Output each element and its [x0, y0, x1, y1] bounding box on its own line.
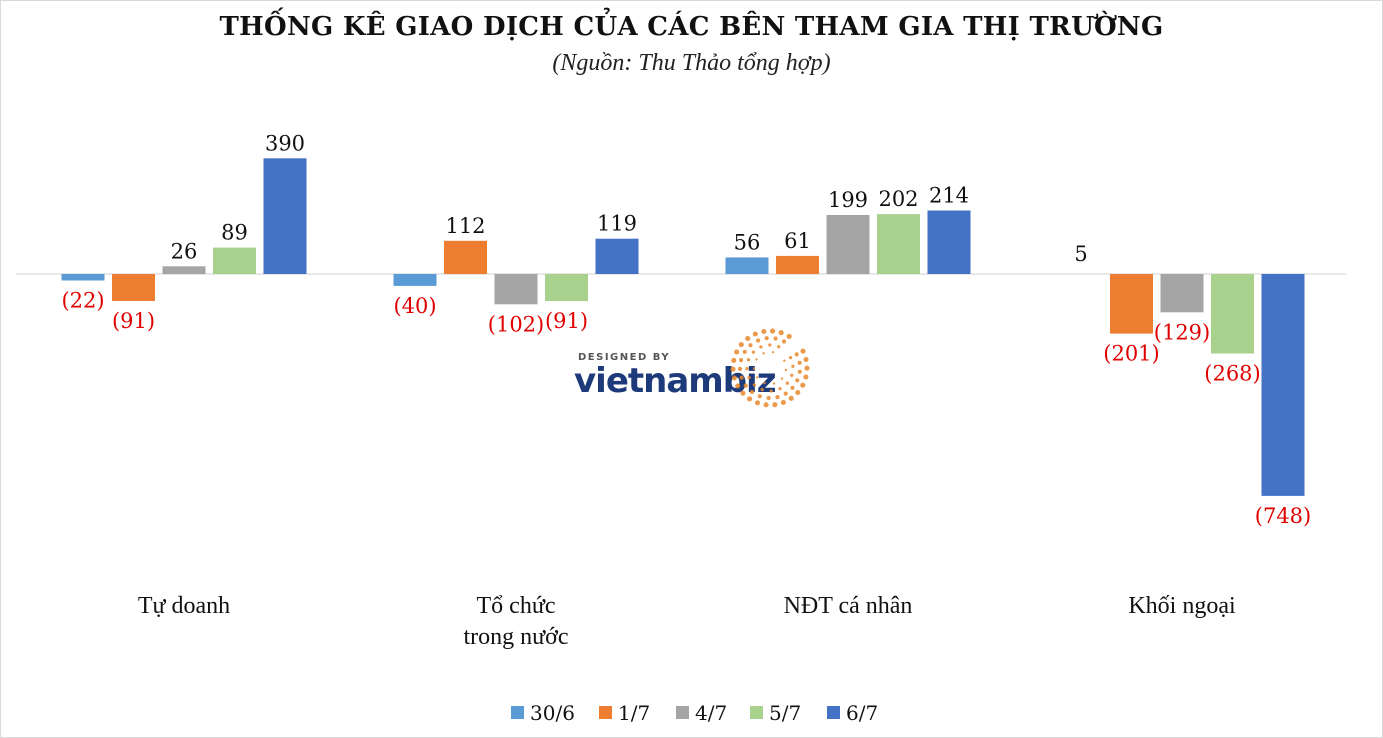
- legend-swatch-6-7: [827, 706, 840, 719]
- category-label-1: Tổ chức: [477, 593, 556, 619]
- bar-1-7-cat-1: [444, 240, 487, 274]
- category-label-2: NĐT cá nhân: [784, 593, 913, 619]
- bar-30-6-cat-0: [61, 274, 105, 281]
- data-label-30-6-cat-1: (40): [393, 294, 436, 318]
- legend-swatch-1-7: [599, 706, 612, 719]
- legend: 30/6 1/7 4/7 5/7 6/7: [511, 701, 878, 725]
- legend-label-30-6: 30/6: [530, 701, 575, 725]
- bar-5-7-cat-0: [213, 247, 256, 274]
- data-label-1-7-cat-1: 112: [445, 214, 485, 238]
- vietnambiz-watermark: DESIGNED BY vietnambiz: [574, 328, 810, 408]
- data-label-6-7-cat-1: 119: [597, 212, 637, 236]
- bar-4-7-cat-1: [494, 274, 538, 305]
- legend-label-5-7: 5/7: [769, 701, 801, 725]
- data-label-extra-0: 5: [1074, 242, 1087, 266]
- data-label-4-7-cat-0: 26: [171, 239, 198, 263]
- watermark-designed-by: DESIGNED BY: [578, 352, 670, 363]
- category-label-1-line-1: trong nước: [463, 624, 568, 650]
- bar-6-7-cat-2: [927, 210, 971, 274]
- data-label-4-7-cat-3: (129): [1154, 320, 1210, 344]
- bar-1-7-cat-3: [1110, 274, 1153, 334]
- data-label-5-7-cat-0: 89: [221, 221, 248, 245]
- chart-subtitle: (Nguồn: Thu Thảo tổng hợp): [552, 50, 831, 76]
- data-label-4-7-cat-1: (102): [488, 312, 544, 336]
- bar-30-6-cat-1: [393, 274, 437, 286]
- data-label-5-7-cat-3: (268): [1204, 362, 1260, 386]
- category-label-3: Khối ngoại: [1128, 593, 1236, 619]
- data-label-1-7-cat-2: 61: [784, 229, 811, 253]
- data-label-4-7-cat-2: 199: [828, 188, 868, 212]
- legend-swatch-4-7: [676, 706, 689, 719]
- data-label-5-7-cat-2: 202: [878, 187, 918, 211]
- bar-5-7-cat-2: [877, 214, 920, 274]
- bar-1-7-cat-0: [112, 274, 155, 301]
- data-label-5-7-cat-1: (91): [545, 309, 588, 333]
- data-label-30-6-cat-0: (22): [61, 289, 104, 313]
- legend-swatch-5-7: [750, 706, 763, 719]
- bar-4-7-cat-3: [1160, 274, 1204, 313]
- bar-4-7-cat-2: [826, 215, 870, 274]
- chart-title: THỐNG KÊ GIAO DỊCH CỦA CÁC BÊN THAM GIA …: [219, 12, 1164, 42]
- legend-label-1-7: 1/7: [618, 701, 650, 725]
- legend-label-6-7: 6/7: [846, 701, 878, 725]
- data-label-1-7-cat-3: (201): [1103, 342, 1159, 366]
- watermark-dots-icon: [730, 328, 810, 408]
- bar-1-7-cat-2: [776, 255, 819, 274]
- category-label-0: Tự doanh: [138, 593, 230, 619]
- data-label-6-7-cat-2: 214: [929, 184, 969, 208]
- data-label-1-7-cat-0: (91): [112, 309, 155, 333]
- bar-6-7-cat-0: [263, 158, 307, 274]
- bar-5-7-cat-1: [545, 274, 588, 301]
- watermark-brand: vietnambiz: [574, 361, 776, 401]
- bar-4-7-cat-0: [162, 266, 206, 274]
- legend-swatch-30-6: [511, 706, 524, 719]
- bar-30-6-cat-2: [725, 257, 769, 274]
- data-label-6-7-cat-0: 390: [265, 131, 305, 155]
- legend-label-4-7: 4/7: [695, 701, 727, 725]
- data-label-30-6-cat-2: 56: [734, 230, 761, 254]
- bar-6-7-cat-1: [595, 238, 639, 274]
- data-label-6-7-cat-3: (748): [1255, 504, 1311, 528]
- bar-6-7-cat-3: [1261, 274, 1305, 496]
- bar-5-7-cat-3: [1211, 274, 1254, 354]
